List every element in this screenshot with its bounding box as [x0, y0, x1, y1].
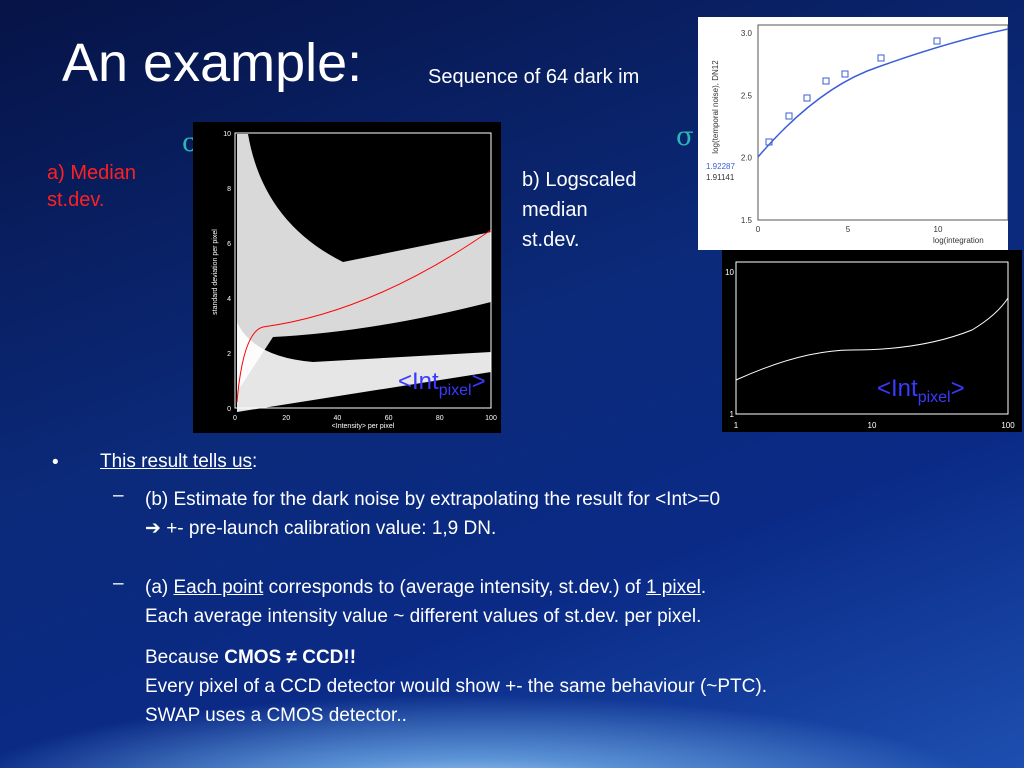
x-tick-label: 10 — [868, 421, 877, 430]
item-2: (a) Each point corresponds to (average i… — [145, 573, 706, 631]
y-tick-label: 2.5 — [741, 91, 753, 100]
x-tick-label: 100 — [1001, 421, 1015, 430]
y-tick-label: 0 — [227, 406, 231, 413]
y-tick-label: 4 — [227, 296, 231, 303]
y-tick-label: 6 — [227, 241, 231, 248]
text-line: Each average intensity value ~ different… — [145, 606, 702, 627]
inset-plot: 0 5 10 1.5 2.0 2.5 3.0 log(temporal noise), DN1… — [698, 17, 1008, 250]
label-a: a) Median st.dev. — [47, 160, 136, 214]
y-tick-label: 3.0 — [741, 29, 753, 38]
y-tick-label: 1.5 — [741, 216, 753, 225]
note: Because CMOS ≠ CCD!! Every pixel of a CC… — [145, 643, 767, 730]
bullet: • — [52, 452, 59, 473]
y-tick-label: 1 — [730, 410, 735, 419]
bullet-heading: This result tells us: — [100, 451, 258, 472]
text-line: ➔ +- pre-launch calibration value: 1,9 D… — [145, 518, 497, 539]
plot-b: 1 10 100 1 10 <Intpixel> — [722, 250, 1022, 432]
text-line: (b) Estimate for the dark noise by extra… — [145, 489, 721, 510]
y-axis-label: log(temporal noise), DN12 — [711, 60, 720, 154]
x-tick-label: 80 — [436, 415, 444, 422]
item-1: (b) Estimate for the dark noise by extra… — [145, 485, 720, 543]
text-line: Because CMOS ≠ CCD!! — [145, 647, 357, 668]
x-tick-label: 5 — [846, 225, 851, 234]
label-line: st.dev. — [47, 189, 105, 211]
x-tick-label: 0 — [756, 225, 761, 234]
sigma: σ — [676, 122, 694, 152]
y-tick-label: 2.0 — [741, 154, 753, 163]
label-line: st.dev. — [522, 229, 580, 251]
subtitle: Sequence of 64 dark im — [428, 66, 640, 88]
title: An example: — [62, 33, 363, 93]
y-tick-label: 10 — [223, 131, 231, 138]
label-b: b) Logscaled median st.dev. — [522, 165, 637, 255]
x-tick-label: 100 — [485, 415, 497, 422]
dash: – — [113, 485, 124, 506]
x-tick-label: 10 — [934, 225, 943, 234]
y-tick-label: 10 — [725, 268, 734, 277]
x-tick-label: 40 — [334, 415, 342, 422]
label-line: b) Logscaled — [522, 169, 637, 191]
y-tick-label: 2 — [227, 351, 231, 358]
x-tick-label: 20 — [282, 415, 290, 422]
dash: – — [113, 573, 124, 594]
annotation: 1.91141 — [706, 173, 735, 182]
label-line: median — [522, 199, 588, 221]
y-tick-label: 8 — [227, 186, 231, 193]
x-axis-label: <Intensity> per pixel — [332, 423, 395, 430]
label-line: a) Median — [47, 162, 136, 184]
text-line: SWAP uses a CMOS detector.. — [145, 705, 407, 726]
text-line: Every pixel of a CCD detector would show… — [145, 676, 767, 697]
y-axis-label: standard deviation per pixel — [212, 229, 219, 315]
int-label: <Intpixel> — [877, 375, 965, 406]
x-tick-label: 1 — [734, 421, 739, 430]
x-axis-label: log(integration — [933, 236, 984, 245]
x-tick-label: 0 — [233, 415, 237, 422]
int-label: <Intpixel> — [398, 368, 486, 399]
plot-a: 0 20 40 60 80 100 0 2 4 6 8 10 standard deviation pe… — [193, 122, 501, 433]
text-line: (a) Each point corresponds to (average i… — [145, 577, 707, 598]
x-tick-label: 60 — [385, 415, 393, 422]
annotation: 1.92287 — [706, 162, 735, 171]
